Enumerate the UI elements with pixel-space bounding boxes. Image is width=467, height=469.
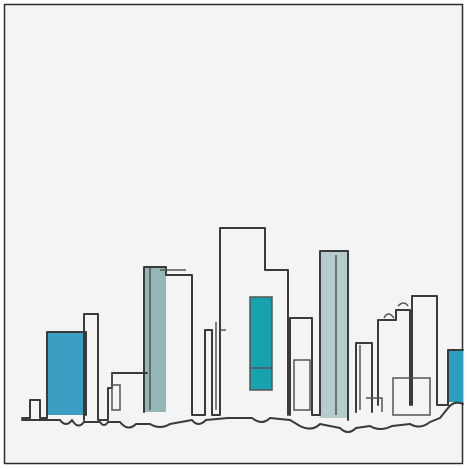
skyline-outline: [21, 227, 464, 421]
edge-teal-block: [448, 350, 463, 402]
teal-block: [250, 297, 272, 390]
grey-teal-block: [144, 267, 166, 412]
light-teal-block: [320, 251, 348, 418]
blue-block: [47, 332, 86, 415]
skyline-details: [111, 255, 431, 416]
ground-line: [21, 401, 464, 433]
